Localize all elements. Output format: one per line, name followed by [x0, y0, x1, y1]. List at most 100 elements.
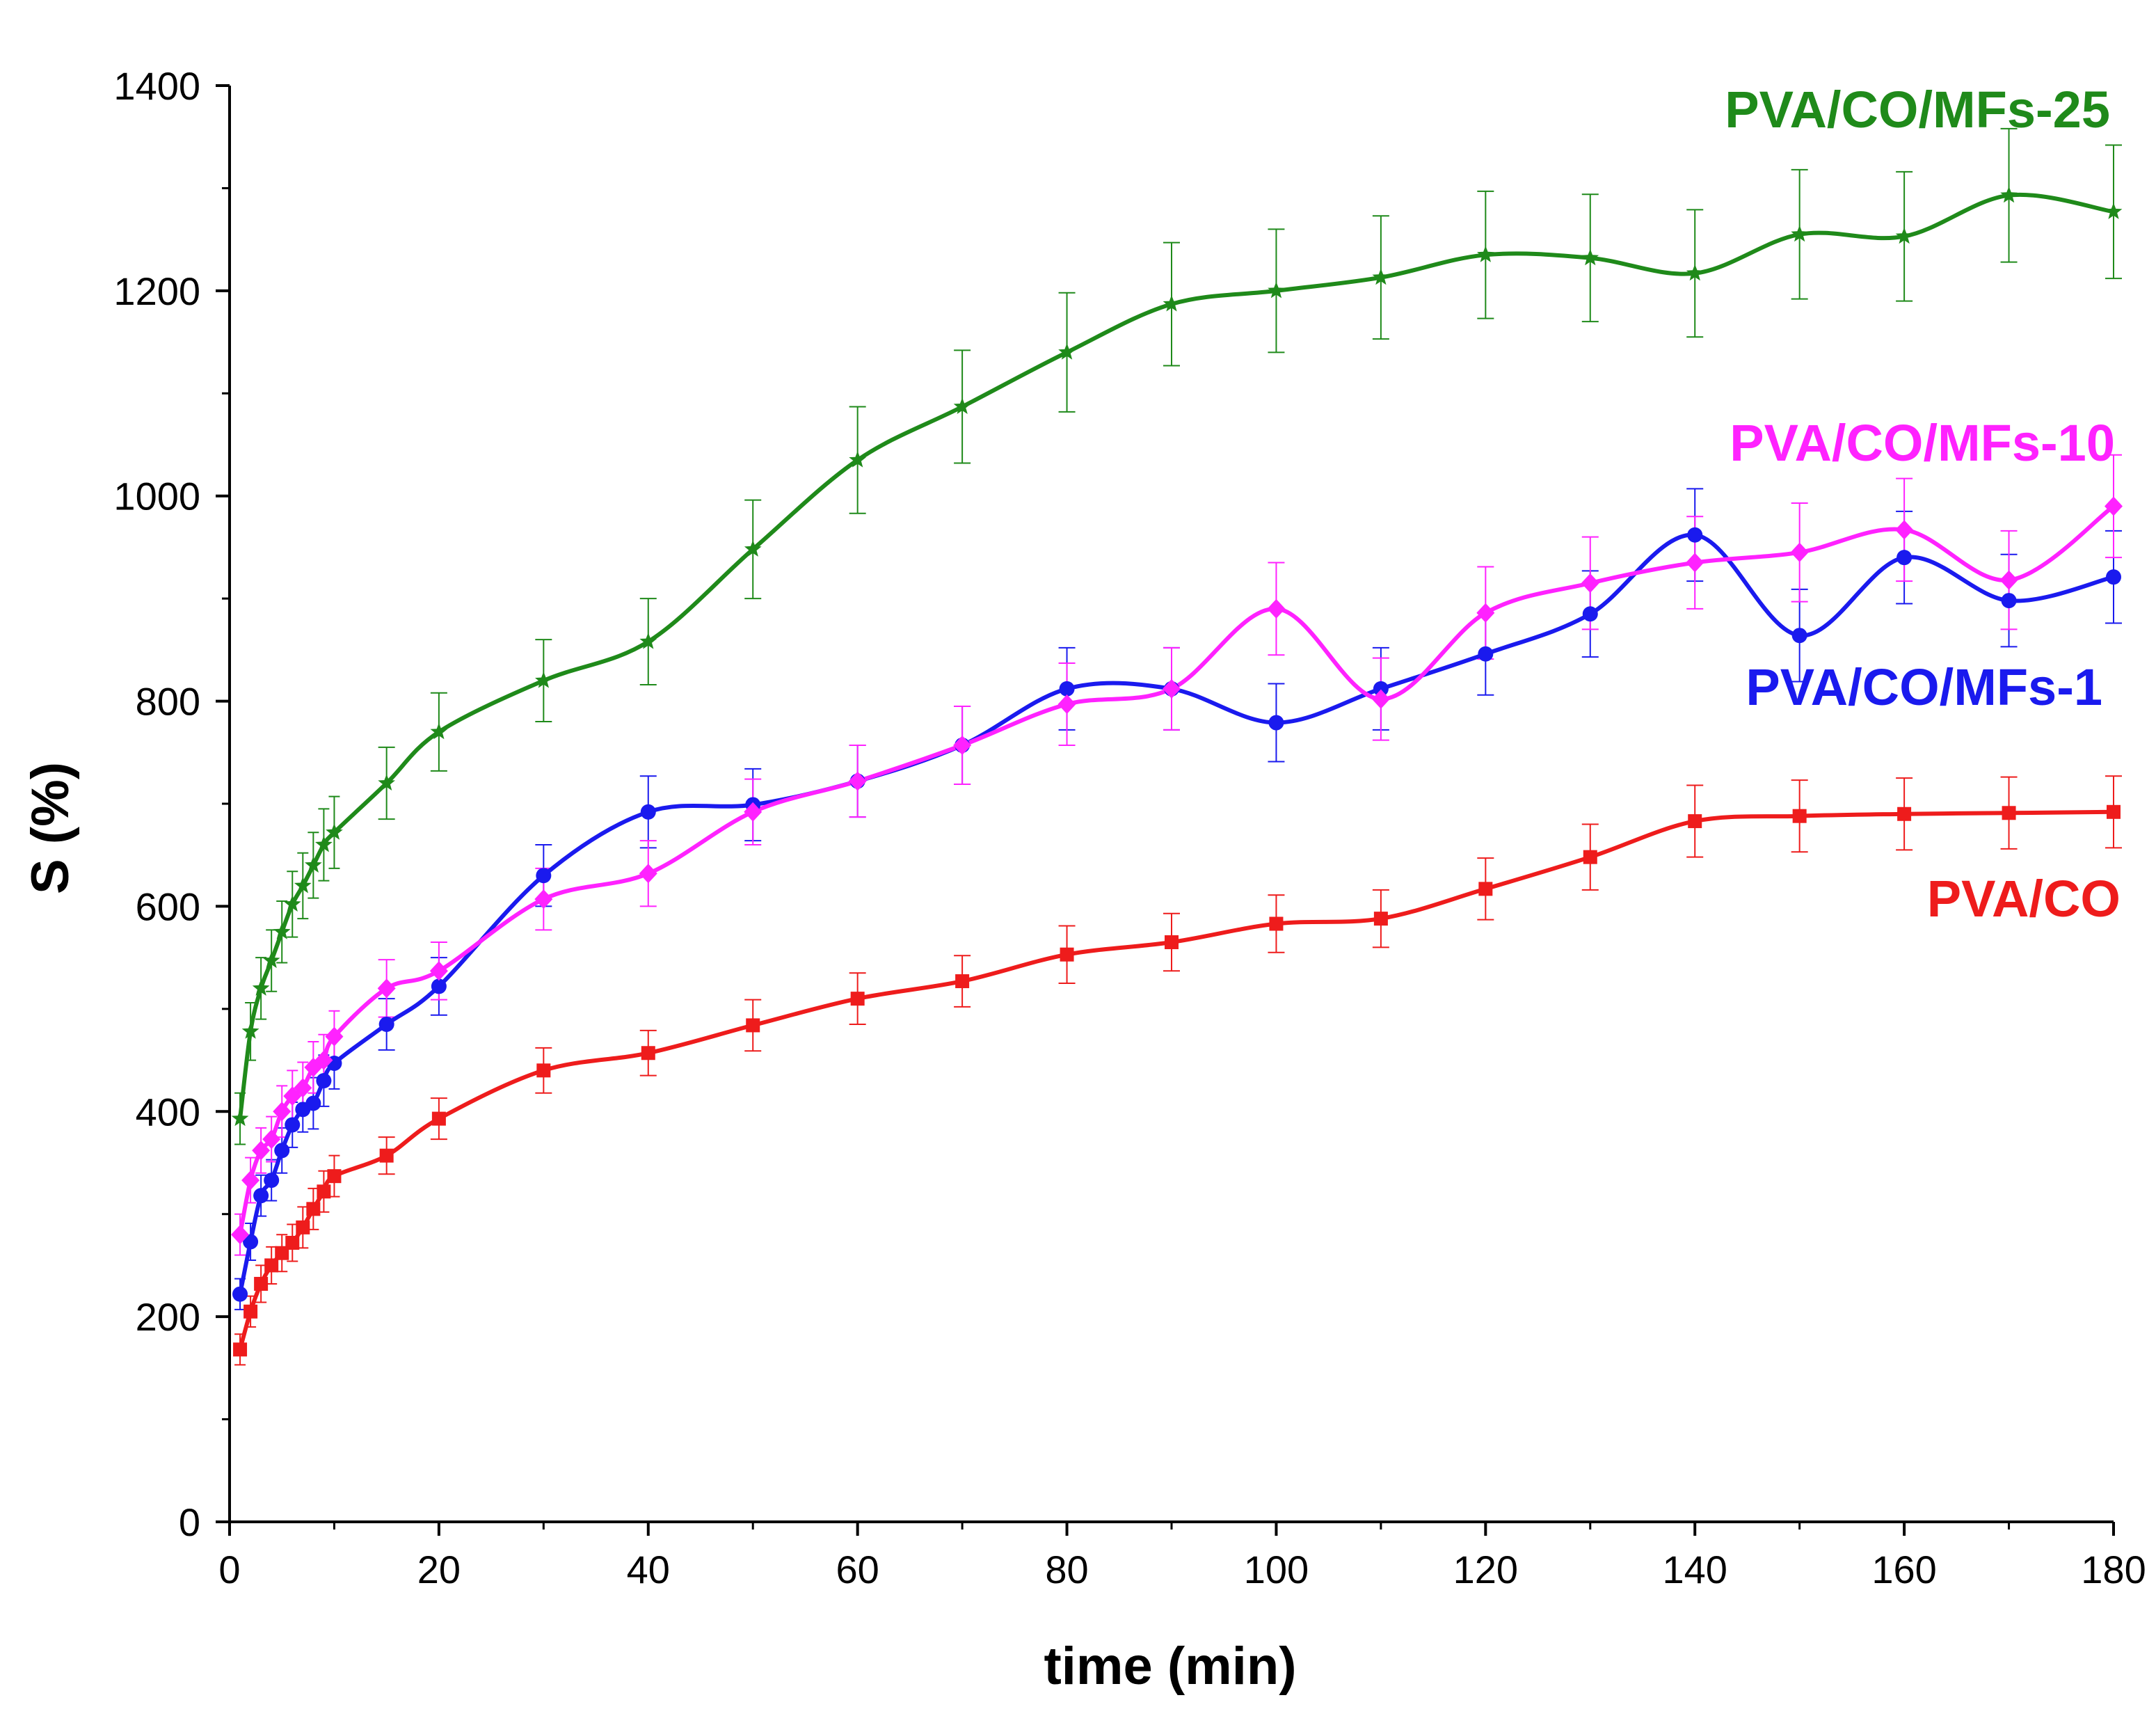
data-point-pva-co	[275, 1246, 289, 1260]
series-label-pva-co-mfs-1: PVA/CO/MFs-1	[1746, 658, 2102, 716]
x-tick-label: 80	[1045, 1548, 1088, 1591]
data-point-pva-co-mfs-1	[1059, 681, 1075, 697]
data-point-pva-co-mfs-1	[2001, 593, 2017, 609]
x-tick-label: 20	[417, 1548, 461, 1591]
data-point-pva-co-mfs-25	[535, 672, 552, 688]
series-label-pva-co: PVA/CO	[1927, 870, 2121, 928]
data-point-pva-co-mfs-10	[1895, 520, 1914, 540]
series-labels: PVA/CO/MFs-25 PVA/CO/MFs-10 PVA/CO/MFs-1…	[1725, 81, 2121, 928]
data-point-pva-co	[296, 1220, 310, 1234]
data-point-pva-co-mfs-25	[849, 451, 866, 468]
data-point-pva-co-mfs-10	[1581, 573, 1599, 594]
data-point-pva-co-mfs-25	[305, 856, 322, 873]
data-point-pva-co-mfs-1	[285, 1117, 301, 1133]
data-point-pva-co-mfs-1	[1687, 527, 1703, 543]
data-point-pva-co-mfs-10	[1163, 678, 1181, 699]
series-line-pva-co	[238, 809, 2114, 1351]
data-point-pva-co	[1897, 807, 1912, 821]
x-tick-label: 0	[218, 1548, 240, 1591]
data-point-pva-co	[1792, 809, 1807, 823]
data-point-pva-co	[264, 1258, 279, 1273]
data-point-pva-co	[317, 1184, 331, 1199]
data-point-pva-co-mfs-10	[534, 889, 553, 909]
data-point-pva-co	[1583, 850, 1597, 864]
data-point-pva-co-mfs-25	[1372, 268, 1390, 285]
data-point-pva-co-mfs-1	[431, 978, 447, 994]
data-point-pva-co-mfs-1	[1582, 606, 1598, 622]
ticks: 0 200 400 600 800 1000 1200 1400 0 20 40 60 80 100 120…	[113, 64, 2146, 1591]
data-point-pva-co-mfs-1	[1268, 715, 1284, 731]
data-point-pva-co-mfs-10	[252, 1141, 271, 1161]
data-point-pva-co-mfs-10	[1999, 570, 2018, 590]
data-point-pva-co-mfs-25	[252, 979, 270, 996]
data-point-pva-co-mfs-1	[1791, 628, 1807, 644]
data-point-pva-co-mfs-25	[2000, 186, 2018, 203]
y-tick-label: 1000	[113, 475, 200, 518]
data-point-pva-co-mfs-25	[326, 823, 343, 840]
data-point-pva-co-mfs-1	[640, 804, 656, 820]
x-tick-label: 180	[2081, 1548, 2146, 1591]
data-point-pva-co-mfs-10	[241, 1170, 260, 1191]
data-point-pva-co-mfs-25	[294, 876, 312, 893]
data-point-pva-co	[1373, 912, 1388, 926]
data-point-pva-co	[233, 1342, 248, 1357]
data-point-pva-co-mfs-10	[848, 771, 867, 791]
data-point-pva-co-mfs-1	[253, 1188, 269, 1204]
data-point-pva-co-mfs-10	[377, 978, 396, 999]
y-axis-title: S (%)	[21, 762, 80, 894]
data-point-pva-co-mfs-25	[2105, 202, 2123, 219]
data-point-pva-co-mfs-1	[316, 1073, 332, 1089]
x-tick-label: 120	[1453, 1548, 1518, 1591]
y-tick-label: 1400	[113, 64, 200, 108]
y-tick-label: 0	[179, 1500, 200, 1544]
data-point-pva-co	[1060, 947, 1074, 962]
x-tick-label: 140	[1663, 1548, 1727, 1591]
x-tick-label: 60	[836, 1548, 879, 1591]
y-tick-label: 1200	[113, 269, 200, 313]
y-tick-label: 200	[136, 1295, 200, 1339]
x-tick-label: 40	[627, 1548, 670, 1591]
data-point-pva-co-mfs-1	[378, 1016, 394, 1032]
data-point-pva-co-mfs-25	[430, 722, 448, 740]
data-point-pva-co-mfs-25	[1581, 248, 1599, 266]
data-point-pva-co-mfs-25	[744, 540, 762, 557]
data-point-pva-co-mfs-10	[273, 1102, 292, 1122]
data-point-pva-co-mfs-10	[639, 864, 657, 884]
data-point-pva-co-mfs-25	[378, 774, 395, 791]
data-point-pva-co-mfs-10	[1057, 694, 1076, 714]
data-point-pva-co-mfs-25	[231, 1109, 249, 1127]
data-point-pva-co	[431, 1111, 446, 1126]
x-axis-title: time (min)	[1044, 1637, 1296, 1696]
data-point-pva-co-mfs-10	[1371, 689, 1390, 709]
x-tick-label: 160	[1871, 1548, 1936, 1591]
data-point-pva-co-mfs-25	[1163, 295, 1181, 312]
series-line-pva-co-mfs-10	[238, 505, 2115, 1235]
data-point-pva-co-mfs-10	[294, 1078, 312, 1098]
data-point-pva-co	[243, 1304, 258, 1319]
data-point-pva-co-mfs-10	[314, 1050, 333, 1070]
data-point-pva-co	[1478, 882, 1493, 896]
data-point-pva-co-mfs-25	[1477, 246, 1494, 262]
data-point-pva-co-mfs-10	[1267, 598, 1286, 619]
error-bars	[234, 127, 2122, 1366]
data-point-pva-co-mfs-1	[274, 1143, 290, 1159]
data-point-pva-co	[327, 1169, 342, 1184]
data-point-pva-co	[1165, 935, 1179, 950]
data-point-pva-co	[746, 1018, 760, 1033]
y-tick-label: 400	[136, 1090, 200, 1134]
data-point-pva-co	[2107, 804, 2121, 819]
data-point-pva-co	[2002, 806, 2016, 820]
data-point-pva-co	[285, 1235, 300, 1250]
data-point-pva-co-mfs-10	[1476, 603, 1495, 623]
data-point-pva-co	[850, 992, 865, 1006]
data-point-pva-co-mfs-25	[315, 836, 333, 852]
series-lines	[238, 192, 2115, 1351]
data-point-pva-co-mfs-25	[1268, 281, 1285, 299]
y-tick-label: 600	[136, 884, 200, 928]
data-point-pva-co-mfs-25	[1895, 227, 1913, 244]
data-point-pva-co-mfs-1	[1478, 646, 1494, 662]
series-label-pva-co-mfs-25: PVA/CO/MFs-25	[1725, 81, 2110, 138]
data-point-pva-co	[379, 1148, 394, 1163]
data-point-pva-co-mfs-1	[232, 1286, 248, 1302]
data-point-pva-co-mfs-25	[1791, 225, 1808, 242]
